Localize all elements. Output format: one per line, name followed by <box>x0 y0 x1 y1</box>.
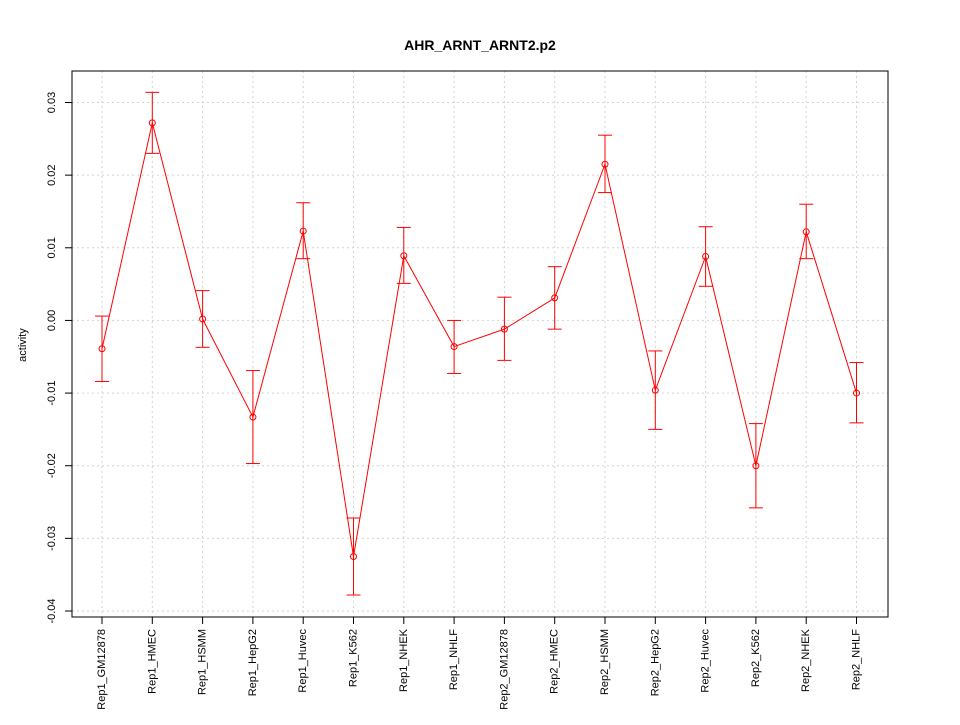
y-tick-label: -0.03 <box>46 526 58 551</box>
series-line-segment <box>252 230 304 418</box>
x-tick-label: Rep2_HMEC <box>549 629 561 694</box>
y-tick-label: 0.03 <box>46 92 58 113</box>
data-point <box>98 345 106 353</box>
series-line-segment <box>604 164 656 391</box>
y-tick-label: -0.01 <box>46 381 58 406</box>
y-tick-label: 0.00 <box>46 310 58 331</box>
x-tick-label: Rep1_GM12878 <box>96 629 108 710</box>
x-tick-label: Rep1_HSMM <box>197 629 209 695</box>
data-point <box>400 252 408 260</box>
data-point <box>651 386 659 394</box>
series-line-segment <box>805 231 857 394</box>
x-tick-label: Rep1_NHLF <box>448 629 460 690</box>
series-line-segment <box>705 256 757 466</box>
data-point <box>802 228 810 236</box>
x-tick-label: Rep2_Huvec <box>700 629 712 693</box>
x-tick-label: Rep2_HepG2 <box>649 629 661 696</box>
series-line-segment <box>453 328 505 348</box>
series-line-segment <box>202 318 254 418</box>
series-line-segment <box>302 231 354 557</box>
x-tick-label: Rep1_HMEC <box>146 629 158 694</box>
y-tick-label: 0.01 <box>46 237 58 258</box>
y-tick-label: -0.02 <box>46 453 58 478</box>
series-line-segment <box>654 256 707 391</box>
plot-frame <box>71 70 889 618</box>
x-tick-label: Rep2_NHLF <box>851 629 863 690</box>
x-tick-label: Rep1_HepG2 <box>247 629 259 696</box>
chart-title: AHR_ARNT_ARNT2.p2 <box>404 37 556 53</box>
series-line-segment <box>403 255 455 347</box>
data-point <box>249 413 257 421</box>
series-line-segment <box>101 122 153 349</box>
data-point <box>350 553 357 561</box>
data-point <box>450 343 458 351</box>
x-tick-label: Rep2_K562 <box>750 629 762 687</box>
data-point <box>299 227 307 235</box>
y-tick-label: -0.04 <box>46 598 58 623</box>
data-point <box>551 294 559 302</box>
x-tick-label: Rep2_GM12878 <box>498 629 510 710</box>
x-tick-label: Rep1_NHEK <box>398 628 410 692</box>
series-line-segment <box>504 297 555 330</box>
y-axis-label: activity <box>17 328 29 362</box>
series-layer <box>95 91 864 596</box>
data-point <box>601 160 609 168</box>
data-point <box>500 325 508 333</box>
x-tick-label: Rep1_Huvec <box>297 629 309 693</box>
grid-layer <box>72 71 888 617</box>
y-tick-label: 0.02 <box>46 164 58 185</box>
data-point <box>853 389 860 397</box>
x-tick-label: Rep2_HSMM <box>599 629 611 695</box>
x-tick-label: Rep1_K562 <box>348 629 360 687</box>
data-point <box>702 253 710 261</box>
series-line-segment <box>554 164 606 299</box>
data-point <box>752 462 760 470</box>
series-line-segment <box>353 255 405 557</box>
data-point <box>199 315 207 323</box>
series-line-segment <box>755 231 807 466</box>
x-tick-label: Rep2_NHEK <box>800 628 812 692</box>
series-line-segment <box>151 122 204 320</box>
data-point <box>148 119 156 127</box>
